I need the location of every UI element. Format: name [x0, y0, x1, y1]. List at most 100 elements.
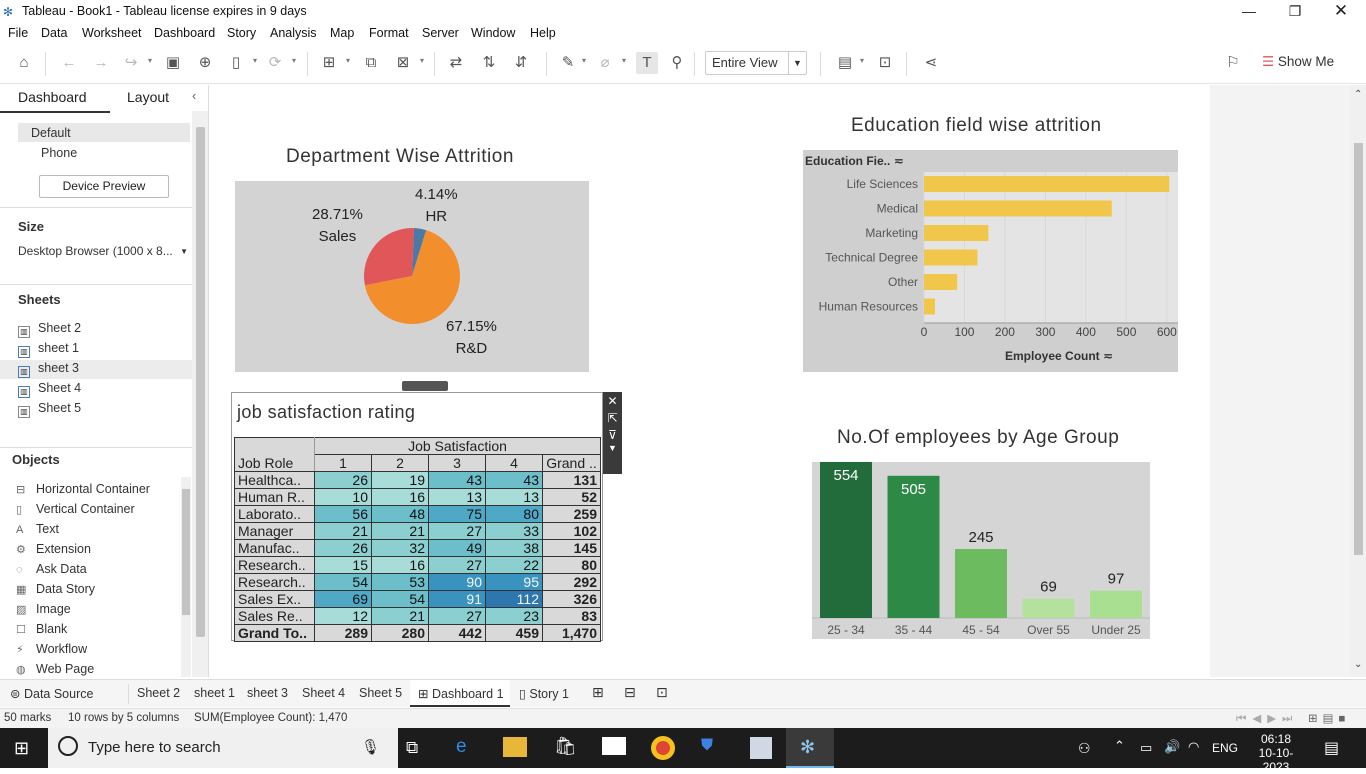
table-cell[interactable]: 12: [314, 607, 372, 625]
new-dashboard-icon[interactable]: ⊟: [624, 684, 636, 700]
table-cell[interactable]: 16: [371, 556, 429, 574]
tab-dashboard-1[interactable]: ⊞ Dashboard 1: [418, 687, 504, 701]
menu-file[interactable]: File: [8, 26, 29, 40]
menu-format[interactable]: Format: [369, 26, 409, 40]
menu-worksheet[interactable]: Worksheet: [82, 26, 142, 40]
table-cell[interactable]: 22: [485, 556, 543, 574]
education-row-header[interactable]: Education Fie.. ≂: [805, 154, 904, 168]
sheet-list-item[interactable]: ▥ Sheet 2: [18, 321, 81, 338]
go-to-sheet-icon[interactable]: ⇱: [607, 411, 618, 425]
table-cell[interactable]: 280: [371, 624, 429, 642]
row-label[interactable]: Research..: [234, 556, 315, 574]
menu-analysis[interactable]: Analysis: [270, 26, 317, 40]
object-image[interactable]: ▨ Image: [16, 602, 71, 616]
close-icon[interactable]: ✕: [607, 394, 618, 408]
menu-dashboard[interactable]: Dashboard: [154, 26, 216, 40]
redo-icon[interactable]: →: [93, 54, 109, 71]
row-total[interactable]: 80: [542, 556, 601, 574]
object-extension[interactable]: ⚙ Extension: [16, 542, 91, 556]
table-cell[interactable]: 43: [485, 471, 543, 489]
sheet-navigation-icon[interactable]: ⏮◀▶⏭: [1236, 713, 1299, 725]
grand-total-cell[interactable]: 1,470: [542, 624, 601, 642]
menu-server[interactable]: Server: [422, 26, 459, 40]
row-label[interactable]: Human R..: [234, 488, 315, 506]
new-story-icon[interactable]: ⊡: [656, 684, 668, 700]
table-cell[interactable]: 13: [428, 488, 486, 506]
device-preview-button[interactable]: Device Preview: [39, 175, 169, 198]
collapse-panel-icon[interactable]: ‹: [192, 88, 197, 103]
table-cell[interactable]: 26: [314, 539, 372, 557]
table-cell[interactable]: 32: [371, 539, 429, 557]
bar-medical[interactable]: [924, 200, 1112, 217]
bar-marketing[interactable]: [924, 225, 989, 241]
sheet-list-item[interactable]: ▥ sheet 1: [18, 341, 79, 358]
category-label[interactable]: Life Sciences: [847, 177, 918, 191]
minimize-button[interactable]: —: [1242, 3, 1256, 19]
row-label[interactable]: Grand To..: [234, 624, 315, 642]
table-cell[interactable]: 112: [485, 590, 543, 608]
tab-dashboard[interactable]: Dashboard: [18, 89, 87, 105]
view-mode-select[interactable]: Entire View ▼: [705, 51, 807, 75]
attach-icon[interactable]: ⌀: [600, 54, 610, 71]
object-horizontal-container[interactable]: ⊟ Horizontal Container: [16, 482, 150, 496]
undo-icon[interactable]: ←: [61, 54, 77, 71]
new-worksheet-icon[interactable]: ⊞: [322, 54, 336, 71]
table-cell[interactable]: 442: [428, 624, 486, 642]
pie-chart[interactable]: [235, 181, 589, 372]
show-me-button[interactable]: ☰ Show Me: [1262, 54, 1335, 69]
row-label[interactable]: Manufac..: [234, 539, 315, 557]
device-default[interactable]: Default: [31, 126, 71, 140]
sheet-list-item[interactable]: ▥ Sheet 4: [18, 381, 81, 398]
table-cell[interactable]: 27: [428, 607, 486, 625]
table-cell[interactable]: 75: [428, 505, 486, 523]
row-total[interactable]: 326: [542, 590, 601, 608]
more-options-icon[interactable]: ▼: [608, 443, 617, 453]
row-total[interactable]: 259: [542, 505, 601, 523]
row-label[interactable]: Healthca..: [234, 471, 315, 489]
edge-icon[interactable]: e: [456, 736, 467, 757]
table-cell[interactable]: 90: [428, 573, 486, 591]
table-cell[interactable]: 49: [428, 539, 486, 557]
pie-slice-hr[interactable]: [412, 228, 427, 276]
category-label[interactable]: Under 25: [1091, 623, 1141, 637]
menu-map[interactable]: Map: [330, 26, 355, 40]
bar-other[interactable]: [924, 274, 958, 290]
row-total[interactable]: 145: [542, 539, 601, 557]
menu-story[interactable]: Story: [227, 26, 257, 40]
bar-35-44[interactable]: [887, 475, 940, 618]
column-header[interactable]: 1: [314, 454, 372, 472]
table-cell[interactable]: 13: [485, 488, 543, 506]
maximize-button[interactable]: ❐: [1288, 3, 1302, 19]
object-web-page[interactable]: ◍ Web Page: [16, 662, 95, 676]
sheet-list-item[interactable]: ▥ sheet 3: [18, 361, 79, 378]
object-ask-data[interactable]: ◌ Ask Data: [16, 562, 87, 576]
table-cell[interactable]: 26: [314, 471, 372, 489]
column-header[interactable]: Grand ..: [542, 454, 601, 472]
sort-ascending-icon[interactable]: ⇅: [482, 54, 496, 71]
share-icon[interactable]: ⋖: [924, 54, 938, 71]
education-axis-title[interactable]: Employee Count ≂: [1005, 349, 1114, 363]
tab-layout[interactable]: Layout: [127, 89, 170, 105]
table-cell[interactable]: 21: [371, 522, 429, 540]
category-label[interactable]: Technical Degree: [825, 251, 918, 265]
store-icon[interactable]: 🛍: [554, 736, 577, 756]
save-icon[interactable]: ▣: [165, 54, 181, 71]
column-header[interactable]: 3: [428, 454, 486, 472]
table-cell[interactable]: 80: [485, 505, 543, 523]
bar-technical-degree[interactable]: [924, 249, 978, 266]
bar-25-34[interactable]: [820, 462, 872, 618]
clear-sheet-icon[interactable]: ⊠: [396, 54, 410, 71]
wifi-icon[interactable]: ◠: [1188, 739, 1200, 754]
row-label[interactable]: Sales Re..: [234, 607, 315, 625]
windows-start-icon[interactable]: ⊞: [14, 738, 30, 758]
education-bar-chart[interactable]: 0 100 200 300 400 500 600 Life Sciences Medical M…: [803, 150, 1178, 372]
object-text[interactable]: A Text: [16, 522, 59, 536]
sheet-list-item[interactable]: ▥ Sheet 5: [18, 401, 81, 418]
column-header[interactable]: 2: [371, 454, 429, 472]
tab-story-1[interactable]: ▯ Story 1: [519, 687, 569, 701]
sort-icon[interactable]: ≂: [893, 154, 904, 168]
duplicate-icon[interactable]: ⧉: [365, 54, 377, 71]
pie-slice-sales[interactable]: [364, 228, 414, 286]
bar-human-resources[interactable]: [924, 298, 935, 315]
table-cell[interactable]: 43: [428, 471, 486, 489]
